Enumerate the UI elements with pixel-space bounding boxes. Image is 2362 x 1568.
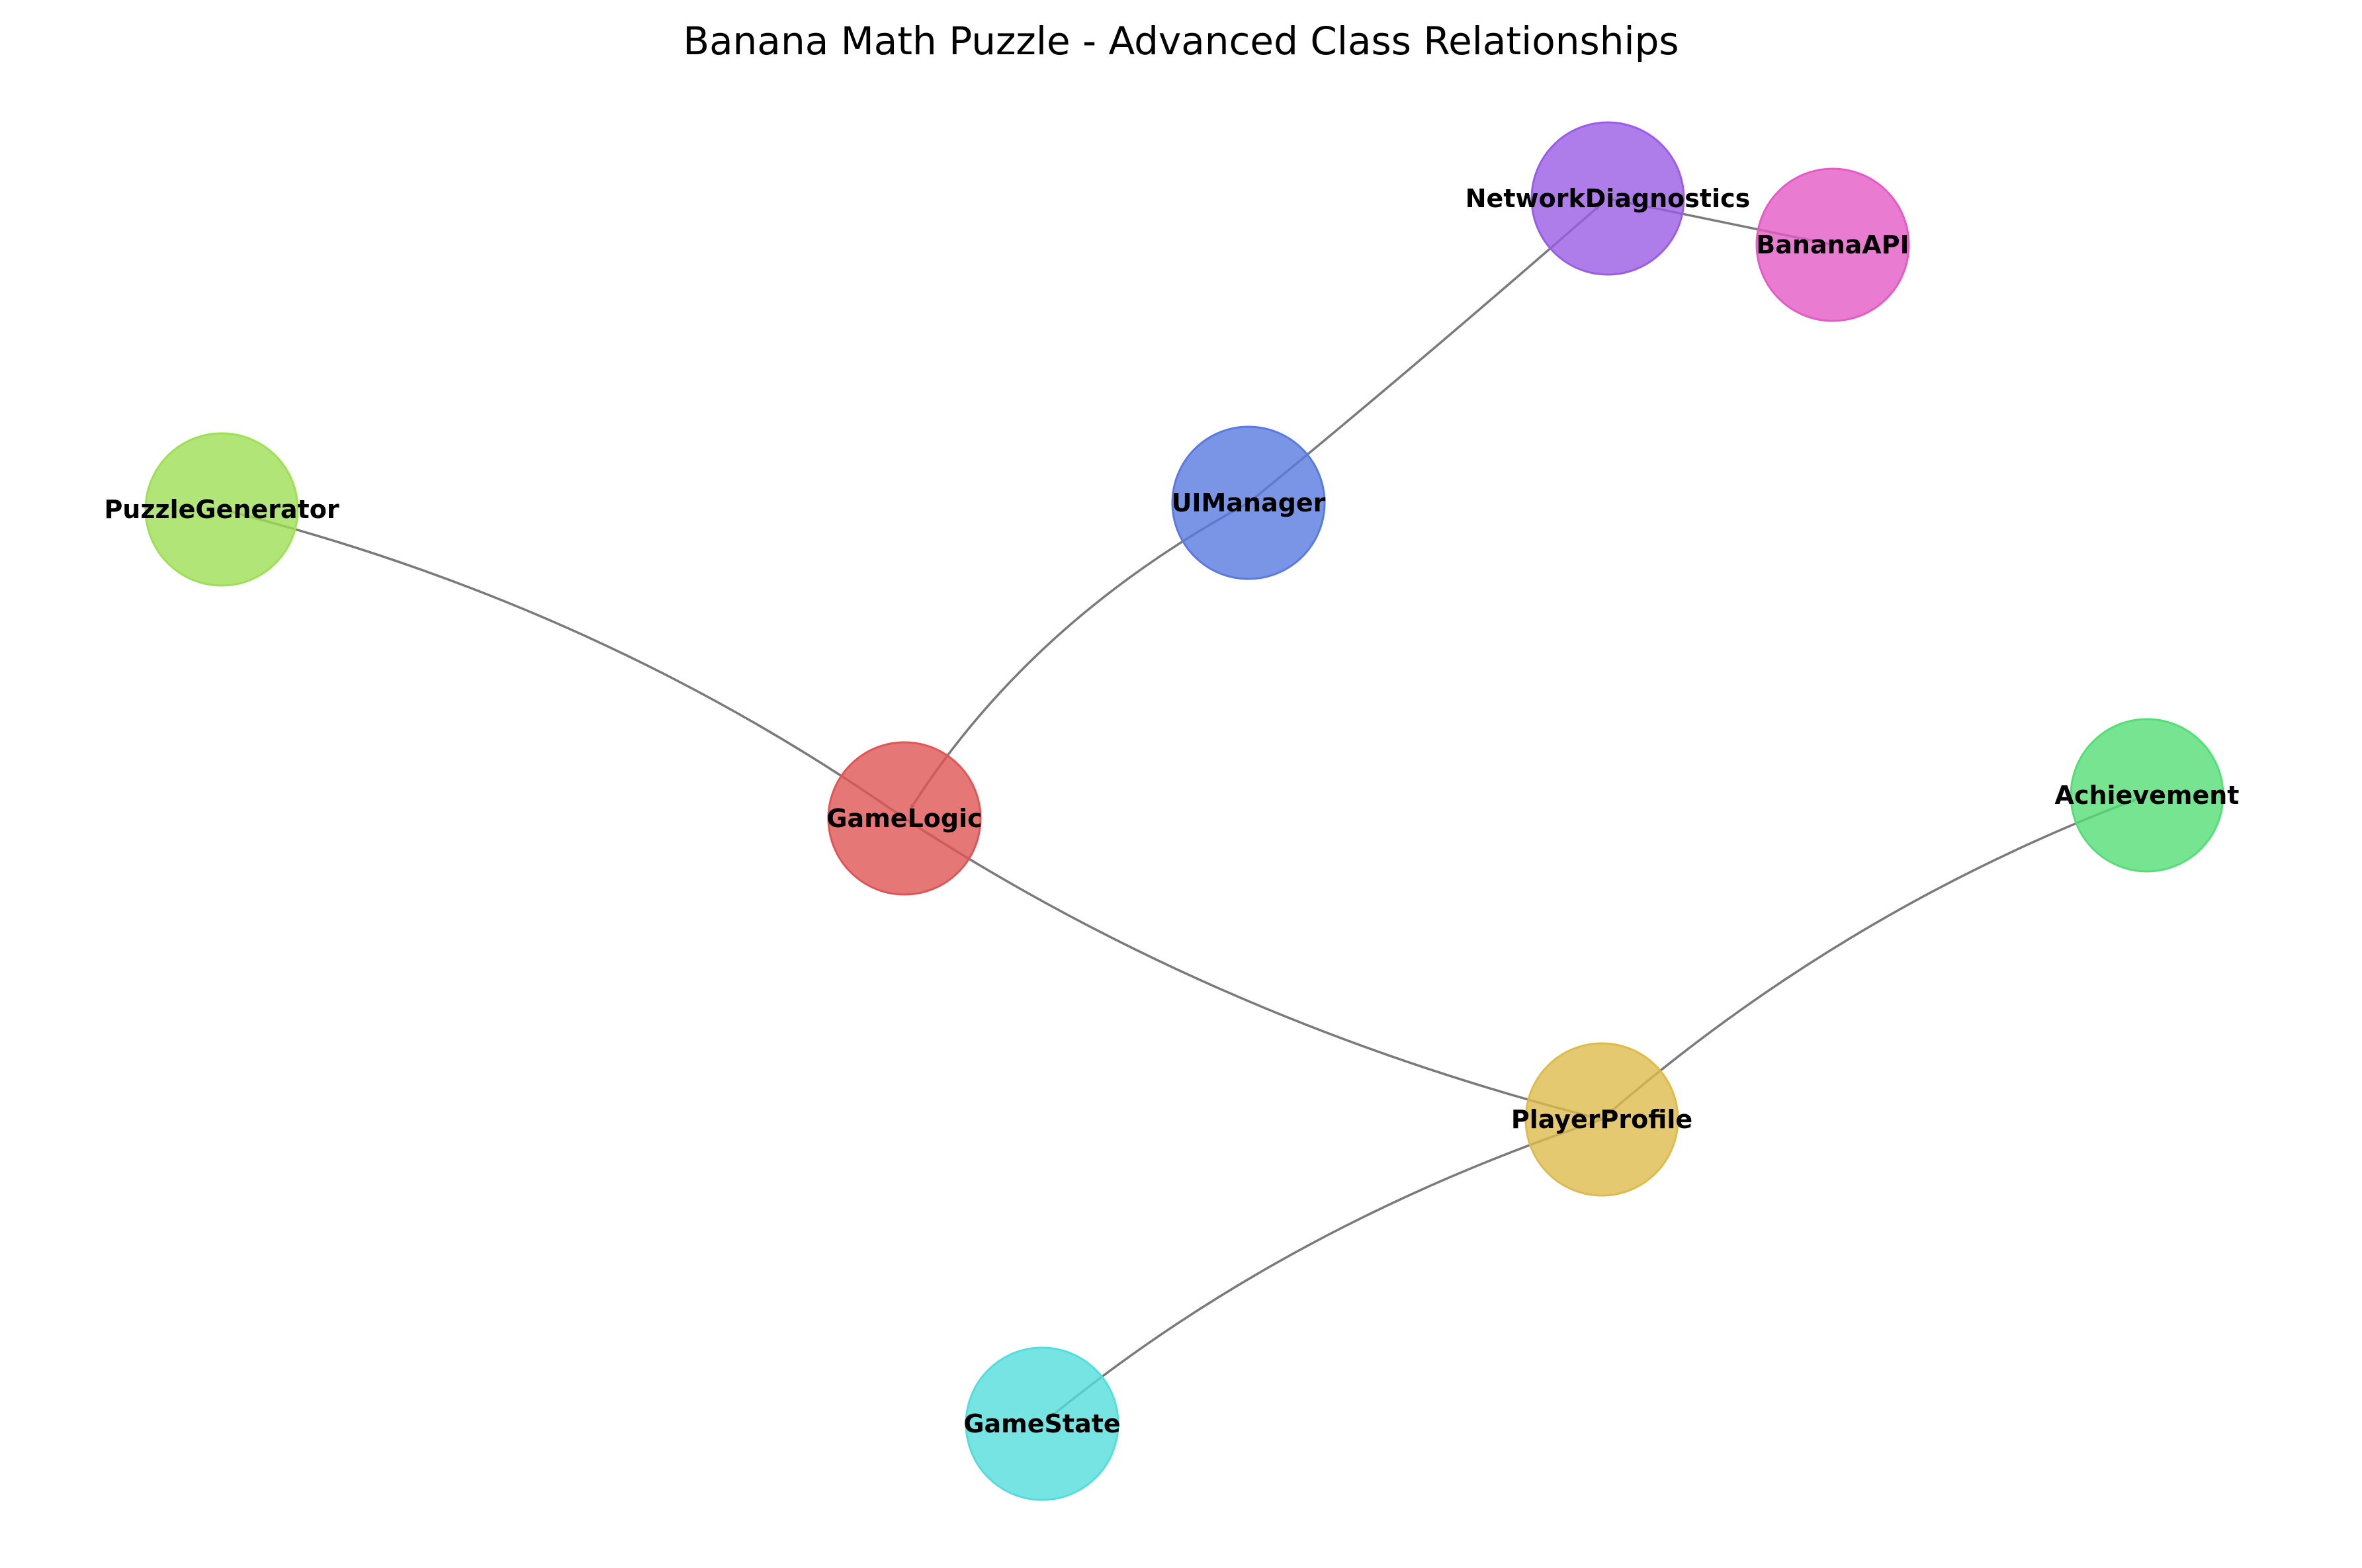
node-GameState: GameState xyxy=(963,1346,1121,1501)
edge-PlayerProfile-to-GameState xyxy=(1050,1118,1602,1418)
node-circle-PlayerProfile xyxy=(1524,1042,1679,1197)
node-circle-GameLogic xyxy=(827,741,982,896)
node-label-GameLogic: GameLogic xyxy=(826,804,982,833)
node-label-Achievement: Achievement xyxy=(2055,781,2240,810)
node-PuzzleGenerator: PuzzleGenerator xyxy=(104,432,339,587)
node-UIManager: UIManager xyxy=(1171,425,1326,580)
node-circle-PuzzleGenerator xyxy=(144,432,299,587)
node-PlayerProfile: PlayerProfile xyxy=(1511,1042,1692,1197)
node-label-PlayerProfile: PlayerProfile xyxy=(1511,1105,1692,1134)
node-circle-NetworkDiagnostics xyxy=(1530,121,1685,276)
node-label-UIManager: UIManager xyxy=(1172,488,1326,517)
node-label-PuzzleGenerator: PuzzleGenerator xyxy=(104,495,339,524)
node-NetworkDiagnostics: NetworkDiagnostics xyxy=(1465,121,1751,276)
node-Achievement: Achievement xyxy=(2055,718,2240,873)
edge-PuzzleGenerator-to-GameLogic xyxy=(221,508,906,820)
node-circle-BananaAPI xyxy=(1755,167,1910,322)
edge-PlayerProfile-to-Achievement xyxy=(1600,798,2137,1121)
node-label-GameState: GameState xyxy=(963,1409,1120,1438)
node-BananaAPI: BananaAPI xyxy=(1755,167,1910,322)
edge-GameLogic-to-PlayerProfile xyxy=(904,817,1602,1121)
node-label-NetworkDiagnostics: NetworkDiagnostics xyxy=(1465,184,1751,213)
node-circle-GameState xyxy=(965,1346,1119,1501)
node-circle-Achievement xyxy=(2070,718,2224,873)
node-label-BananaAPI: BananaAPI xyxy=(1756,230,1909,259)
node-circle-UIManager xyxy=(1171,425,1326,580)
diagram-title: Banana Math Puzzle - Advanced Class Rela… xyxy=(683,19,1679,64)
node-GameLogic: GameLogic xyxy=(826,741,983,896)
edges-layer xyxy=(221,197,2137,1418)
